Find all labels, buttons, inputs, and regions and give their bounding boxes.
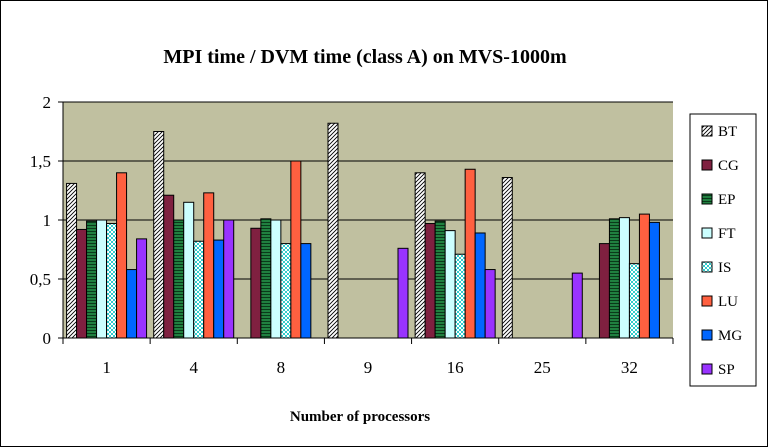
x-tick-label: 1 bbox=[102, 358, 111, 377]
legend-swatch-is bbox=[701, 261, 713, 273]
legend-swatch-mg bbox=[701, 329, 713, 341]
bar-bt-25 bbox=[501, 177, 513, 339]
bar-cg-8 bbox=[250, 227, 262, 339]
bar-lu-32 bbox=[638, 213, 650, 339]
legend-swatch-bt bbox=[701, 125, 713, 137]
legend-label-ep: EP bbox=[718, 192, 736, 208]
bar-cg-4 bbox=[163, 194, 175, 339]
bar-is-4 bbox=[193, 240, 205, 339]
bar-lu-8 bbox=[290, 160, 302, 339]
bar-sp-9 bbox=[397, 247, 409, 339]
bar-cg-1 bbox=[76, 228, 88, 339]
bar-ep-8 bbox=[260, 218, 272, 339]
y-tick-label: 1,5 bbox=[30, 152, 51, 171]
legend-swatch-ep bbox=[701, 193, 713, 205]
bar-mg-32 bbox=[648, 221, 660, 339]
bar-mg-4 bbox=[213, 239, 225, 339]
legend-swatch-ft bbox=[701, 227, 713, 239]
legend-label-is: IS bbox=[718, 260, 731, 276]
legend-label-lu: LU bbox=[718, 294, 738, 310]
bar-is-16 bbox=[454, 253, 466, 339]
legend-swatch-lu bbox=[701, 295, 713, 307]
bar-lu-1 bbox=[116, 172, 128, 339]
bar-mg-8 bbox=[300, 243, 312, 339]
bar-lu-16 bbox=[464, 168, 476, 339]
bar-is-8 bbox=[280, 243, 292, 339]
bar-bt-4 bbox=[153, 131, 165, 339]
legend-label-bt: BT bbox=[718, 124, 737, 140]
bar-is-32 bbox=[628, 263, 640, 339]
legend-label-sp: SP bbox=[718, 362, 735, 378]
bar-sp-16 bbox=[484, 269, 496, 339]
bar-ft-1 bbox=[96, 219, 108, 339]
bar-sp-1 bbox=[136, 238, 148, 339]
x-tick-label: 32 bbox=[621, 358, 638, 377]
x-tick-label: 8 bbox=[277, 358, 286, 377]
bar-is-1 bbox=[106, 223, 118, 339]
bar-bt-9 bbox=[327, 122, 339, 339]
bar-cg-32 bbox=[598, 243, 610, 339]
x-axis-label: Number of processors bbox=[290, 409, 430, 425]
bar-sp-4 bbox=[223, 219, 235, 339]
bar-ft-16 bbox=[444, 230, 456, 339]
bar-ft-8 bbox=[270, 219, 282, 339]
x-tick-label: 9 bbox=[364, 358, 373, 377]
y-tick-label: 2 bbox=[43, 93, 52, 112]
bar-ep-32 bbox=[608, 218, 620, 339]
legend-box bbox=[689, 113, 757, 387]
bar-bt-16 bbox=[414, 172, 426, 339]
x-tick-label: 4 bbox=[189, 358, 198, 377]
bar-ft-32 bbox=[618, 217, 630, 339]
y-tick-label: 1 bbox=[43, 211, 52, 230]
legend-label-ft: FT bbox=[718, 226, 736, 242]
y-tick-label: 0 bbox=[43, 329, 52, 348]
legend: BT CG EP FT IS LU MG SP bbox=[689, 113, 757, 387]
bar-sp-25 bbox=[571, 272, 583, 339]
x-tick-label: 25 bbox=[534, 358, 551, 377]
bar-cg-16 bbox=[424, 223, 436, 339]
bar-bt-1 bbox=[66, 182, 78, 339]
legend-label-mg: MG bbox=[718, 328, 742, 344]
chart-title: MPI time / DVM time (class A) on MVS-100… bbox=[163, 46, 567, 68]
legend-label-cg: CG bbox=[718, 158, 739, 174]
bar-ep-4 bbox=[173, 219, 185, 339]
bar-ft-4 bbox=[183, 201, 195, 339]
plot-area: 0 0,5 1 1,5 2 1 4 8 9 16 25 32 bbox=[30, 93, 674, 377]
bar-lu-4 bbox=[203, 192, 215, 339]
bar-mg-1 bbox=[126, 269, 138, 339]
x-tick-label: 16 bbox=[447, 358, 464, 377]
y-tick-label: 0,5 bbox=[30, 270, 51, 289]
bar-ep-16 bbox=[434, 220, 446, 339]
legend-swatch-sp bbox=[701, 363, 713, 375]
bar-ep-1 bbox=[86, 220, 98, 339]
bar-mg-16 bbox=[474, 232, 486, 339]
legend-swatch-cg bbox=[701, 159, 713, 171]
